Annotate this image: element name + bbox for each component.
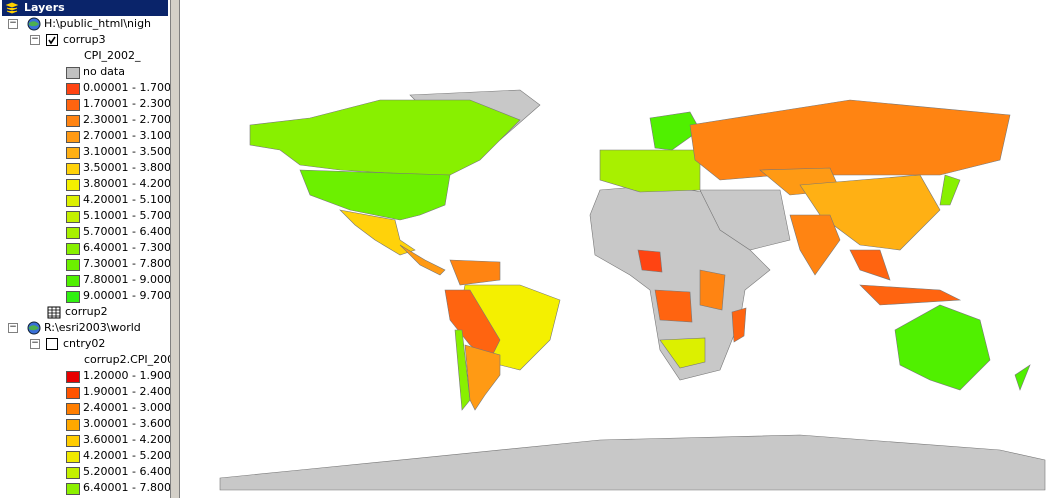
legend-label: 3.50001 - 3.80000	[83, 161, 170, 174]
expander[interactable]: −	[30, 338, 40, 349]
legend-swatch	[66, 275, 80, 287]
legend-swatch	[66, 403, 80, 415]
legend-swatch	[66, 451, 80, 463]
legend-swatch	[66, 291, 80, 303]
legend-swatch	[66, 179, 80, 191]
legend-label: 7.80001 - 9.00000	[83, 273, 170, 286]
legend-label: 3.00001 - 3.60000	[83, 417, 170, 430]
legend-label: 2.30001 - 2.70000	[83, 113, 170, 126]
legend-swatch	[66, 371, 80, 383]
legend-label: 2.40001 - 3.00000	[83, 401, 170, 414]
legend-field: corrup2.CPI_2002	[84, 353, 170, 366]
table-icon	[47, 304, 61, 320]
legend-label: no data	[83, 65, 125, 78]
layer-checkbox[interactable]	[46, 34, 58, 46]
layer-checkbox[interactable]	[46, 338, 58, 350]
legend-label: 0.00001 - 1.70000	[83, 81, 170, 94]
data-frame-icon	[26, 320, 42, 336]
legend-swatch	[66, 467, 80, 479]
legend-label: 6.40001 - 7.30000	[83, 241, 170, 254]
legend-swatch	[66, 115, 80, 127]
legend-swatch	[66, 435, 80, 447]
legend-label: 4.20001 - 5.10000	[83, 193, 170, 206]
data-frame-path: H:\public_html\nigh	[44, 17, 152, 30]
legend-swatch	[66, 243, 80, 255]
legend-field: CPI_2002_	[84, 49, 141, 62]
toc-header: Layers	[2, 0, 168, 16]
layer-name: corrup3	[63, 33, 106, 46]
globe-icon	[27, 321, 41, 335]
legend-label: 5.10001 - 5.70000	[83, 209, 170, 222]
legend-swatch	[66, 67, 80, 79]
table-of-contents: Layers − H:\public_html\nigh − corrup3 CPI_2…	[0, 0, 170, 498]
table-name: corrup2	[65, 305, 108, 318]
legend-label: 9.00001 - 9.70000	[83, 289, 170, 302]
legend-swatch	[66, 259, 80, 271]
legend-swatch	[66, 211, 80, 223]
legend-label: 1.20000 - 1.90000	[83, 369, 170, 382]
world-map	[219, 89, 1046, 491]
legend-label: 1.90001 - 2.40000	[83, 385, 170, 398]
legend-label: 4.20001 - 5.20000	[83, 449, 170, 462]
expander[interactable]: −	[30, 34, 40, 45]
legend-label: 2.70001 - 3.10000	[83, 129, 170, 142]
legend-label: 1.70001 - 2.30000	[83, 97, 170, 110]
legend-label: 5.70001 - 6.40000	[83, 225, 170, 238]
legend-swatch	[66, 227, 80, 239]
map-view[interactable]	[180, 0, 1054, 498]
check-mark	[48, 36, 56, 45]
data-frame-path: R:\esri2003\world	[44, 321, 141, 334]
legend-label: 6.40001 - 7.80000	[83, 481, 170, 494]
legend-swatch	[66, 99, 80, 111]
legend-label: 3.80001 - 4.20000	[83, 177, 170, 190]
legend-label: 5.20001 - 6.40000	[83, 465, 170, 478]
legend-swatch	[66, 419, 80, 431]
legend-swatch	[66, 483, 80, 495]
layer-name: cntry02	[63, 337, 106, 350]
table-glyph	[47, 306, 61, 319]
splitter[interactable]	[170, 0, 180, 498]
legend-label: 3.60001 - 4.20000	[83, 433, 170, 446]
globe-icon	[27, 17, 41, 31]
expander[interactable]: −	[8, 18, 18, 29]
legend-swatch	[66, 83, 80, 95]
legend-swatch	[66, 147, 80, 159]
layers-icon	[5, 2, 19, 14]
legend-swatch	[66, 131, 80, 143]
data-frame-icon	[26, 16, 42, 32]
expander[interactable]: −	[8, 322, 18, 333]
legend-swatch	[66, 163, 80, 175]
legend-swatch	[66, 387, 80, 399]
toc-title: Layers	[24, 1, 65, 14]
legend-label: 7.30001 - 7.80000	[83, 257, 170, 270]
legend-label: 3.10001 - 3.50000	[83, 145, 170, 158]
legend-swatch	[66, 195, 80, 207]
